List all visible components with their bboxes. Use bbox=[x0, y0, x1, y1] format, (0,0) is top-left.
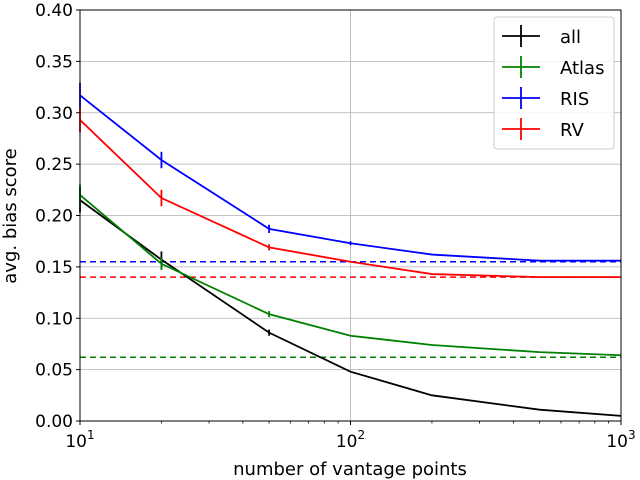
legend-item-all: all bbox=[502, 25, 581, 48]
y-tick-label: 0.20 bbox=[35, 207, 73, 227]
x-axis-label: number of vantage points bbox=[233, 459, 467, 480]
legend-label: RIS bbox=[560, 89, 589, 110]
legend-item-ris: RIS bbox=[502, 87, 589, 110]
series-lines bbox=[79, 82, 622, 417]
x-tick-label: 101 bbox=[65, 428, 94, 452]
y-tick-label: 0.05 bbox=[35, 361, 73, 381]
x-axis-ticks: 101 102 103 bbox=[65, 421, 636, 452]
y-tick-label: 0.40 bbox=[35, 1, 73, 21]
y-tick-label: 0.10 bbox=[35, 309, 73, 329]
legend-box bbox=[493, 16, 615, 150]
legend-item-rv: RV bbox=[502, 118, 585, 141]
legend-label: RV bbox=[560, 120, 585, 141]
y-tick-label: 0.25 bbox=[35, 155, 73, 175]
legend-label: Atlas bbox=[560, 58, 604, 79]
y-tick-label: 0.35 bbox=[35, 52, 73, 72]
y-tick-label: 0.00 bbox=[35, 412, 73, 432]
y-tick-label: 0.30 bbox=[35, 104, 73, 124]
y-axis-ticks: 0.00 0.05 0.10 0.15 0.20 0.25 0.30 0.35 0.40 bbox=[35, 1, 80, 432]
x-tick-label: 103 bbox=[606, 428, 635, 452]
legend: all Atlas RIS RV bbox=[493, 16, 615, 150]
legend-item-atlas: Atlas bbox=[502, 56, 604, 79]
x-tick-label: 102 bbox=[336, 428, 365, 452]
y-axis-label: avg. bias score bbox=[0, 148, 21, 283]
legend-label: all bbox=[560, 27, 581, 48]
y-tick-label: 0.15 bbox=[35, 258, 73, 278]
